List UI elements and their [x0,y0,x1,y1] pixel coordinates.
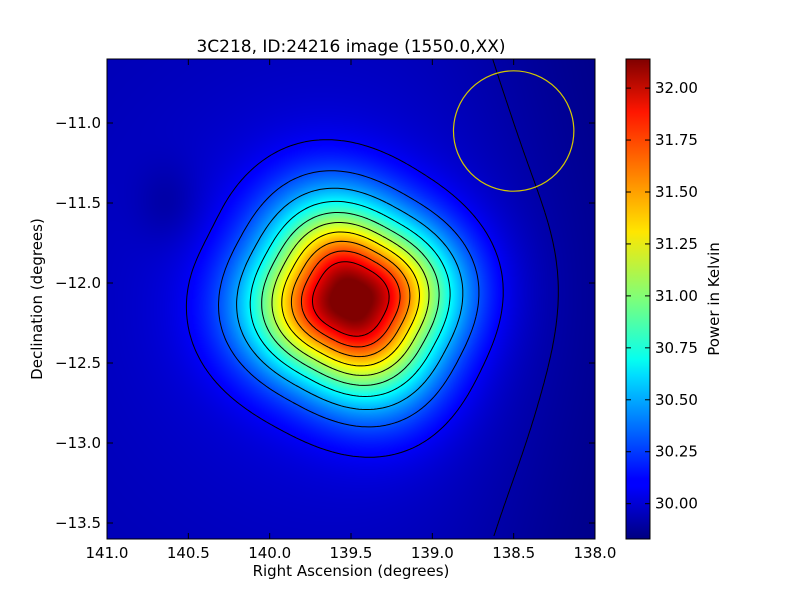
contour-line [185,139,504,458]
colorbar-axis: 30.00 30.25 30.50 30.75 31.00 31.25 31.50 31.75… [626,79,698,513]
x-tick-label: 139.0 [411,544,454,562]
y-tick-label: −13.0 [55,434,101,452]
y-tick-label: −12.0 [55,274,101,292]
contour-line [492,59,559,537]
contour-line [290,240,411,358]
y-tick-label: −11.0 [55,114,101,132]
contour-line [300,250,401,348]
colorbar [625,58,651,540]
contour-line [312,261,390,337]
chart-title: 3C218, ID:24216 image (1550.0,XX) [196,37,505,57]
x-tick-label: 141.0 [86,544,129,562]
colorbar-tick-label: 31.00 [655,287,698,305]
colorbar-tick-label: 30.25 [655,443,698,461]
x-tick-label: 140.5 [167,544,210,562]
y-tick-label: −11.5 [55,194,101,212]
contour-line [249,200,451,397]
beam-circle [452,70,575,192]
colorbar-label: Power in Kelvin [705,242,723,356]
contour-line [271,222,430,376]
x-axis: 141.0 140.5 140.0 139.5 139.0 138.5 138.0 [86,59,617,562]
contour-lines [185,59,559,537]
y-axis-label: Declination (degrees) [28,218,46,380]
x-tick-label: 138.5 [492,544,535,562]
colorbar-tick-label: 31.50 [655,183,698,201]
y-tick-label: −12.5 [55,354,101,372]
heatmap-image [107,59,595,539]
x-tick-label: 139.5 [330,544,373,562]
contour-line [281,231,420,367]
x-tick-label: 138.0 [574,544,617,562]
colorbar-tick-label: 30.75 [655,339,698,357]
contour-line [218,170,480,428]
contour-line [261,212,440,386]
contour-line [236,187,464,410]
y-tick-label: −13.5 [55,514,101,532]
colorbar-tick-label: 30.50 [655,391,698,409]
colorbar-tick-label: 31.75 [655,131,698,149]
x-tick-label: 140.0 [248,544,291,562]
x-axis-label: Right Ascension (degrees) [253,562,450,580]
colorbar-tick-label: 32.00 [655,79,698,97]
heatmap-area [107,59,595,539]
y-axis: −11.0 −11.5 −12.0 −12.5 −13.0 −13.5 [55,114,595,532]
colorbar-tick-label: 31.25 [655,235,698,253]
colorbar-tick-label: 30.00 [655,495,698,513]
